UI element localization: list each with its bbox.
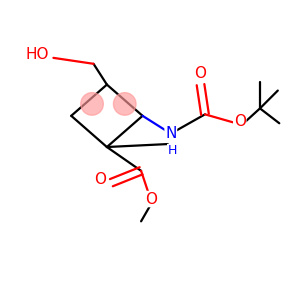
Circle shape (81, 93, 103, 115)
Text: N: N (165, 126, 176, 141)
Text: O: O (234, 114, 246, 129)
Text: HO: HO (25, 47, 49, 62)
Text: O: O (94, 172, 106, 187)
Circle shape (113, 93, 136, 115)
Text: H: H (168, 144, 177, 158)
Text: O: O (194, 66, 206, 81)
Text: O: O (146, 191, 158, 206)
